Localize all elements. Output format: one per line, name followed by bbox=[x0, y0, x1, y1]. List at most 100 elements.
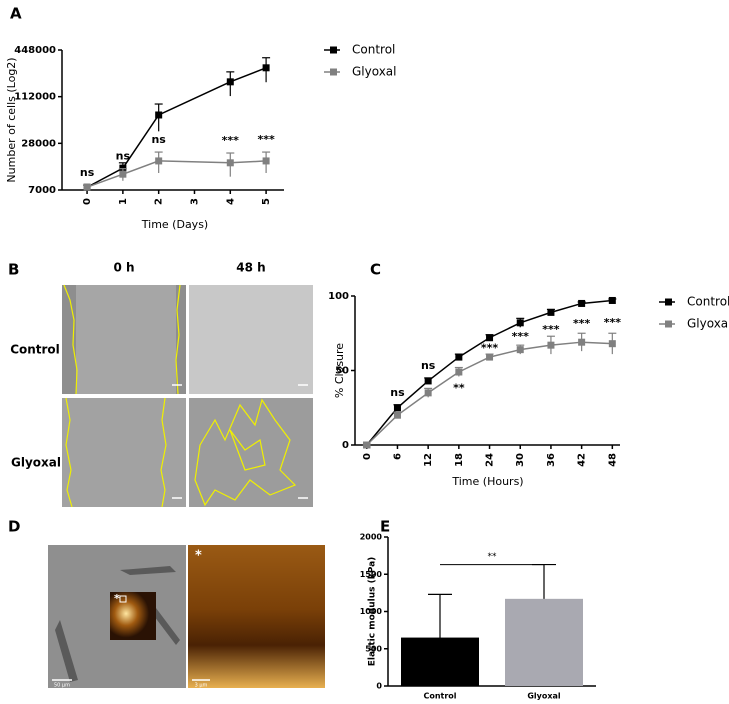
cell-region bbox=[176, 285, 186, 394]
row-header: Control bbox=[10, 343, 60, 357]
x-tick-label: 48 bbox=[607, 453, 618, 467]
marker bbox=[486, 353, 494, 361]
row-header: Glyoxal bbox=[11, 456, 61, 470]
panel-b: 0 h 48 h Control Glyoxal bbox=[10, 261, 313, 508]
marker bbox=[578, 338, 586, 346]
marker bbox=[155, 157, 163, 165]
afm-map bbox=[188, 545, 325, 688]
x-tick-label: 6 bbox=[392, 453, 403, 460]
y-tick-label: 1500 bbox=[360, 570, 383, 579]
marker bbox=[393, 404, 401, 412]
legend-marker bbox=[665, 298, 672, 306]
marker bbox=[578, 299, 586, 307]
marker bbox=[455, 368, 463, 376]
column-header: 0 h bbox=[113, 261, 134, 275]
marker bbox=[119, 170, 127, 178]
legend-marker bbox=[665, 320, 672, 328]
y-tick-label: 112000 bbox=[14, 92, 56, 103]
legend-label: Glyoxal bbox=[687, 317, 729, 331]
panel-label: D bbox=[8, 518, 20, 536]
panel-label: B bbox=[8, 261, 19, 279]
legend-marker bbox=[330, 46, 337, 54]
cell-region bbox=[62, 285, 76, 394]
x-tick-label: 18 bbox=[454, 453, 465, 467]
y-tick-label: 50 bbox=[335, 366, 349, 377]
series-line bbox=[86, 160, 267, 188]
wound-edge bbox=[160, 397, 167, 508]
annotation: *** bbox=[257, 133, 275, 146]
x-tick-label: 0 bbox=[82, 198, 93, 205]
x-tick-label: 3 bbox=[189, 198, 200, 205]
legend-label: Control bbox=[352, 43, 395, 57]
micrograph bbox=[62, 285, 186, 394]
x-axis-label: Time (Hours) bbox=[451, 475, 523, 488]
marker: * bbox=[195, 549, 202, 564]
x-tick-label: 5 bbox=[261, 198, 272, 205]
series-line bbox=[86, 67, 267, 188]
x-tick-label: 1 bbox=[118, 198, 129, 205]
region-box bbox=[119, 595, 127, 603]
significance-label: ** bbox=[488, 552, 498, 562]
x-axis-label: Time (Days) bbox=[141, 218, 208, 231]
panel-label: A bbox=[10, 5, 22, 23]
y-axis-label: Number of cells (Log2) bbox=[5, 57, 18, 182]
panel-d: * * 50 μm 3 μm bbox=[48, 545, 325, 689]
marker bbox=[226, 78, 234, 86]
y-axis-label: % Closure bbox=[333, 343, 346, 398]
panel-label: E bbox=[380, 518, 390, 536]
scale-label: 3 μm bbox=[195, 683, 208, 689]
x-tick-label: 12 bbox=[423, 453, 434, 467]
wound-edge bbox=[65, 397, 73, 508]
x-tick-label: Control bbox=[423, 692, 456, 701]
annotation: ns bbox=[151, 133, 166, 146]
y-tick-label: 0 bbox=[376, 682, 382, 691]
panel-label: C bbox=[370, 261, 381, 279]
marker bbox=[455, 353, 463, 361]
marker bbox=[608, 296, 616, 304]
y-tick-label: 448000 bbox=[14, 45, 56, 56]
micrograph bbox=[62, 398, 186, 507]
y-tick-label: 0 bbox=[342, 440, 349, 451]
y-tick-label: 2000 bbox=[360, 533, 383, 542]
annotation: ns bbox=[116, 150, 131, 163]
y-tick-label: 28000 bbox=[21, 138, 56, 149]
marker bbox=[516, 319, 524, 327]
marker bbox=[262, 157, 270, 165]
annotation: *** bbox=[222, 134, 240, 147]
y-axis-label: Elastic modulus (kPa) bbox=[368, 557, 378, 667]
x-tick-label: 42 bbox=[577, 453, 588, 467]
marker bbox=[424, 389, 432, 397]
bar bbox=[401, 637, 479, 686]
micrograph bbox=[189, 285, 313, 394]
marker bbox=[155, 111, 163, 119]
marker bbox=[608, 340, 616, 348]
legend-label: Glyoxal bbox=[352, 65, 397, 79]
wound-edge bbox=[63, 284, 78, 395]
y-tick-label: 100 bbox=[328, 291, 349, 302]
micrograph bbox=[189, 398, 313, 507]
marker bbox=[226, 159, 234, 167]
x-tick-label: 24 bbox=[485, 453, 496, 467]
annotation: ns bbox=[80, 166, 95, 179]
x-tick-label: Glyoxal bbox=[527, 692, 561, 701]
y-tick-label: 1000 bbox=[360, 607, 383, 616]
marker bbox=[424, 377, 432, 385]
annotation: *** bbox=[573, 317, 591, 330]
annotation: *** bbox=[512, 330, 530, 343]
marker bbox=[83, 183, 91, 191]
scale-label: 50 μm bbox=[54, 683, 70, 689]
annotation: ns bbox=[390, 386, 405, 399]
x-tick-label: 0 bbox=[362, 453, 373, 460]
afm-inset bbox=[110, 592, 156, 640]
annotation: *** bbox=[542, 323, 560, 336]
bar bbox=[505, 598, 583, 686]
y-tick-label: 500 bbox=[365, 644, 382, 653]
marker bbox=[393, 411, 401, 419]
marker bbox=[262, 64, 270, 72]
legend-marker bbox=[330, 68, 337, 76]
wound-edge bbox=[175, 284, 181, 395]
annotation: ** bbox=[453, 381, 465, 394]
marker bbox=[486, 334, 494, 342]
